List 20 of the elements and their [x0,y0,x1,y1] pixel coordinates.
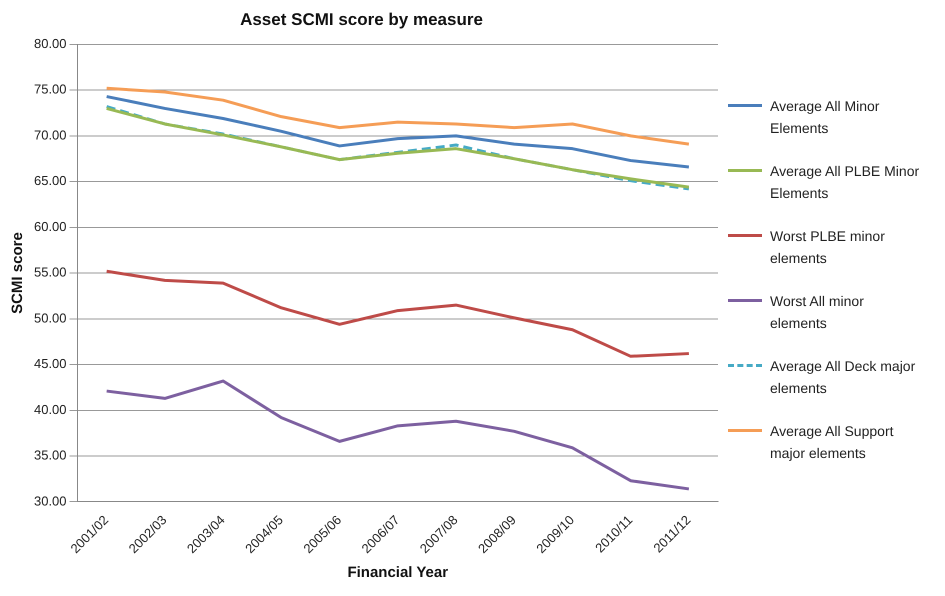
y-tick-label: 50.00 [34,310,67,326]
legend-label: Average All Minor Elements [770,97,880,138]
y-tick-label: 65.00 [34,173,67,188]
y-tick-label: 60.00 [34,218,67,234]
legend-label: Worst All minor elements [770,292,865,333]
legend-label: Average All Deck major elements [770,357,916,398]
y-tick-label: 35.00 [34,448,67,463]
chart-title: Asset SCMI score by measure [240,10,483,29]
y-tick-label: 80.00 [34,36,67,51]
y-tick-label: 75.00 [34,82,67,97]
x-axis-title: Financial Year [347,564,448,582]
legend-label: Average All Support major elements [770,422,894,463]
y-tick-label: 30.00 [34,493,67,508]
y-tick-label: 55.00 [34,264,67,280]
legend-label: Worst PLBE minor elements [770,227,886,268]
y-axis-title: SCMI score [9,232,26,314]
y-tick-label: 70.00 [34,127,67,142]
y-tick-label: 45.00 [34,356,67,372]
legend-label: Average All PLBE Minor Elements [770,162,920,203]
y-tick-label: 40.00 [34,402,67,417]
